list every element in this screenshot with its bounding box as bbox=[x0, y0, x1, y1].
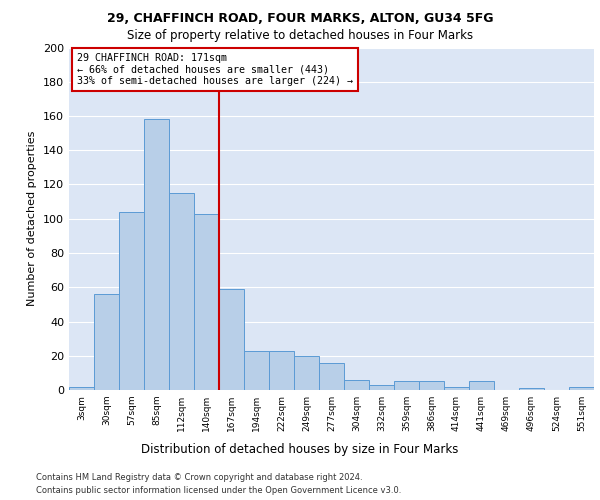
Bar bbox=[294, 356, 319, 390]
Bar bbox=[569, 386, 594, 390]
Bar bbox=[519, 388, 544, 390]
Bar bbox=[444, 386, 469, 390]
Bar bbox=[69, 386, 94, 390]
Bar bbox=[319, 362, 344, 390]
Text: Contains public sector information licensed under the Open Government Licence v3: Contains public sector information licen… bbox=[36, 486, 401, 495]
Bar bbox=[94, 294, 119, 390]
Bar bbox=[269, 350, 294, 390]
Bar bbox=[469, 382, 494, 390]
Y-axis label: Number of detached properties: Number of detached properties bbox=[28, 131, 37, 306]
Text: Distribution of detached houses by size in Four Marks: Distribution of detached houses by size … bbox=[142, 442, 458, 456]
Bar bbox=[369, 385, 394, 390]
Bar bbox=[194, 214, 219, 390]
Text: Size of property relative to detached houses in Four Marks: Size of property relative to detached ho… bbox=[127, 29, 473, 42]
Text: 29, CHAFFINCH ROAD, FOUR MARKS, ALTON, GU34 5FG: 29, CHAFFINCH ROAD, FOUR MARKS, ALTON, G… bbox=[107, 12, 493, 26]
Bar bbox=[344, 380, 369, 390]
Bar bbox=[244, 350, 269, 390]
Bar bbox=[219, 289, 244, 390]
Bar bbox=[419, 382, 444, 390]
Bar bbox=[394, 382, 419, 390]
Text: Contains HM Land Registry data © Crown copyright and database right 2024.: Contains HM Land Registry data © Crown c… bbox=[36, 472, 362, 482]
Bar bbox=[144, 120, 169, 390]
Bar bbox=[119, 212, 144, 390]
Bar bbox=[169, 193, 194, 390]
Text: 29 CHAFFINCH ROAD: 171sqm
← 66% of detached houses are smaller (443)
33% of semi: 29 CHAFFINCH ROAD: 171sqm ← 66% of detac… bbox=[77, 52, 353, 86]
